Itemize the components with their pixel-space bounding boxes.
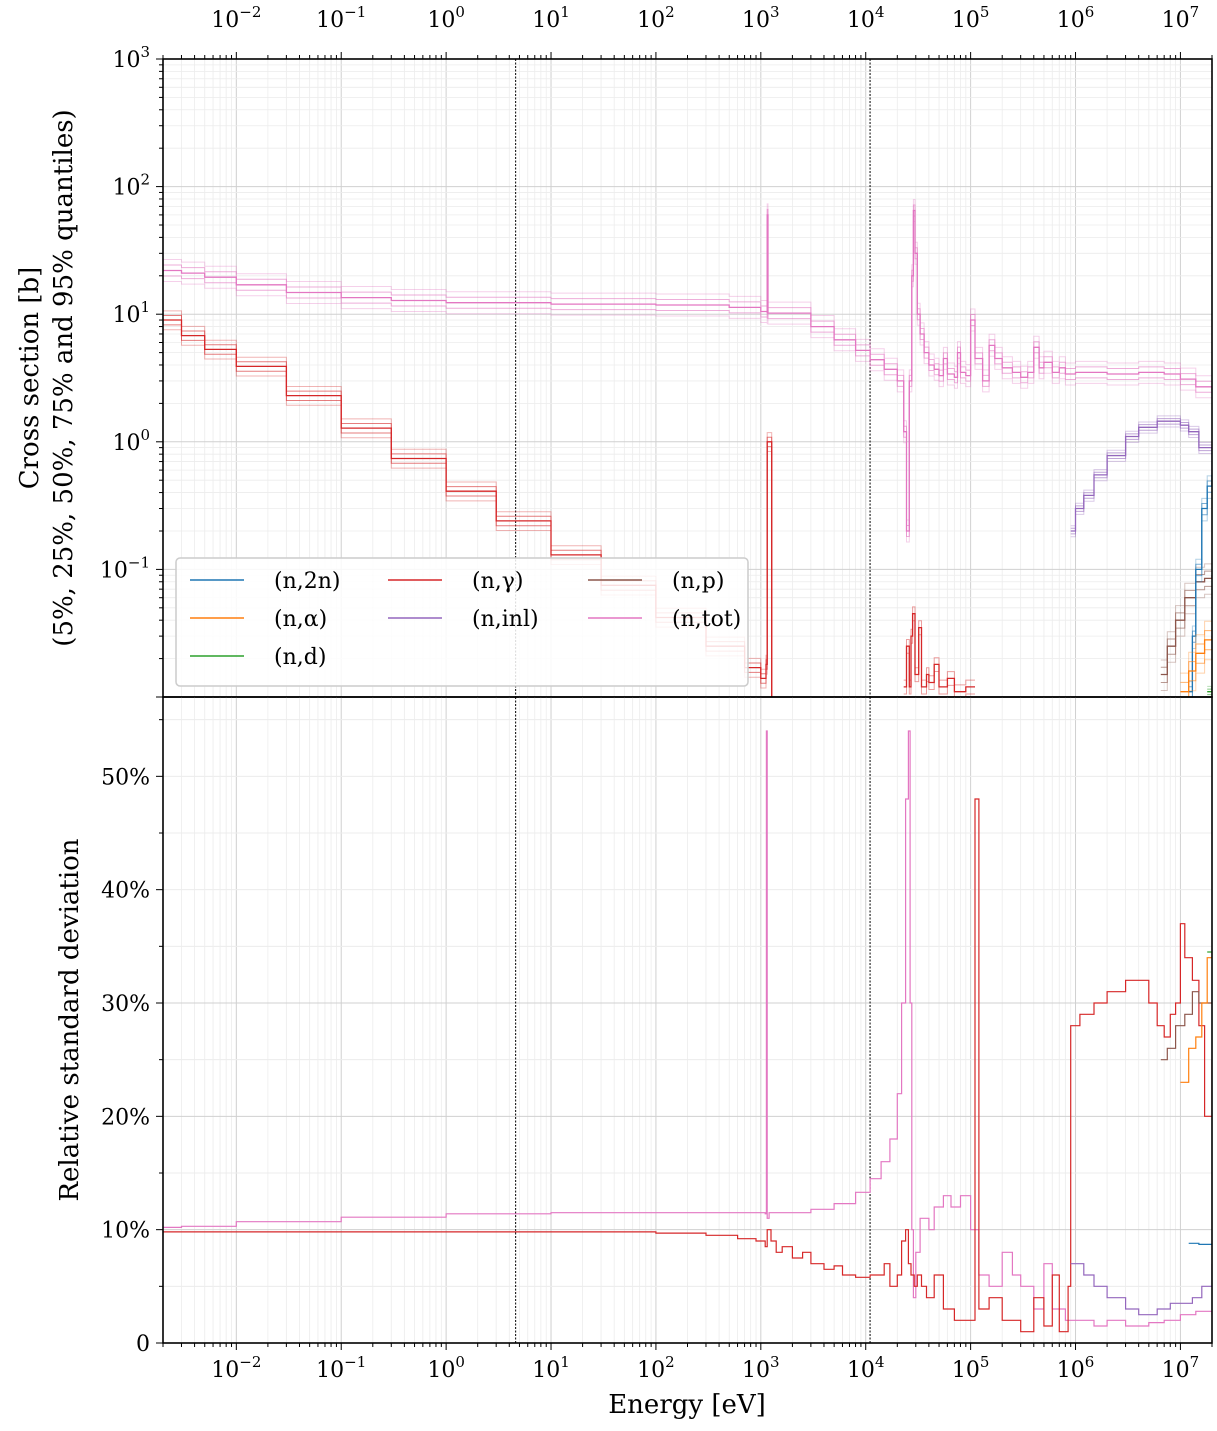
bottom-y-tick-label: 20%: [101, 1105, 150, 1130]
series-top--n--q3: [1180, 626, 1212, 683]
series-top--n--q2: [163, 319, 773, 697]
bottom-y-ticks: 0 10% 20% 30% 40% 50%: [101, 719, 163, 1357]
series-top--n-tot--q1: [163, 215, 1212, 537]
bottom-reference-lines: [515, 697, 871, 1343]
series-top--n-inl--q3: [1070, 418, 1212, 529]
x-axis-title: Energy [eV]: [608, 1390, 766, 1420]
bottom-x-tick-label: 10−1: [316, 1353, 366, 1383]
top-y-tick-label: 100: [112, 426, 150, 456]
bottom-y-tick-label: 40%: [101, 879, 150, 904]
bottom-series-clip: [163, 730, 1212, 1333]
bottom-panel: 0 10% 20% 30% 40% 50% 10−2 10−1 100 101 102 103 104…: [55, 696, 1213, 1420]
bottom-x-tick-label: 105: [952, 1353, 990, 1383]
series-top--n-p--q3: [1160, 568, 1212, 668]
legend-box: [175, 557, 749, 687]
series-top--n--q4: [1180, 617, 1212, 674]
series-top--n--q4: [163, 310, 773, 697]
bottom-x-tick-label: 10−2: [211, 1353, 261, 1383]
top-y-tick-label: 10−1: [100, 553, 150, 583]
series-top--n-inl--q4: [1070, 415, 1212, 527]
series-top--n-2n--q3: [1188, 469, 1212, 688]
series-top--n-p--q4: [1160, 560, 1212, 661]
legend-label: (n,inl): [472, 607, 539, 632]
top-panel: 10−1 100 101 102 103 10−2 10−1 100 101 102 103 104…: [15, 3, 1213, 698]
legend: (n,2n) (n,α) (n,d) (n,γ) (n,inl) (n,p) (n,tot): [175, 557, 749, 687]
top-y-ticks: 10−1 100 101 102 103: [100, 43, 163, 698]
bottom-x-tick-label: 106: [1057, 1353, 1095, 1383]
top-x-tick-label: 102: [637, 3, 675, 33]
top-x-tick-label: 10−2: [211, 3, 261, 33]
series-top--n-d--q3: [1207, 684, 1212, 690]
top-y-tick-label: 103: [112, 43, 150, 73]
bottom-x-tick-label: 102: [637, 1353, 675, 1383]
top-y-tick-label: 102: [112, 171, 150, 201]
legend-label: (n,d): [274, 645, 326, 670]
series-bottom--n-2n-: [1188, 1242, 1212, 1245]
top-x-ticks: 10−2 10−1 100 101 102 103 104 105 106 107: [162, 3, 1213, 59]
top-x-tick-label: 103: [742, 3, 780, 33]
legend-label: (n,tot): [672, 607, 741, 632]
legend-label: (n,2n): [274, 569, 341, 594]
series-top--n--q3: [163, 315, 773, 697]
series-bottom--n-p-: [1160, 991, 1212, 1061]
series-top--n-upper-region-seg: [903, 613, 975, 693]
series-bottom--n-inl-: [1070, 1263, 1212, 1316]
bottom-y-tick-label: 10%: [101, 1219, 150, 1244]
top-x-tick-label: 107: [1162, 3, 1200, 33]
bottom-x-tick-label: 103: [742, 1353, 780, 1383]
top-y-tick-label: 101: [112, 298, 150, 328]
bottom-x-ticks: 10−2 10−1 100 101 102 103 104 105 106 107: [162, 1343, 1213, 1383]
legend-label: (n,γ): [472, 569, 523, 594]
series-bottom--n-: [163, 798, 1212, 1333]
legend-label: (n,p): [672, 569, 724, 594]
bottom-series: [163, 730, 1212, 1333]
top-x-tick-label: 104: [847, 3, 885, 33]
top-x-tick-label: 10−1: [316, 3, 366, 33]
series-bottom--n-: [1180, 952, 1212, 1083]
series-top--n-d--q1: [1207, 689, 1212, 696]
series-top--n-d--q2: [1207, 686, 1212, 693]
top-y-axis-title: Cross section [b] (5%, 25%, 50%, 75% and …: [15, 109, 79, 646]
bottom-y-tick-label: 30%: [101, 992, 150, 1017]
bottom-y-axis-title: Relative standard deviation: [55, 838, 85, 1201]
bottom-x-tick-label: 100: [427, 1353, 465, 1383]
bottom-y-tick-label: 50%: [101, 765, 150, 790]
series-top--n-tot--q3: [163, 204, 1212, 526]
top-reference-lines: [515, 59, 871, 697]
bottom-x-tick-label: 107: [1162, 1353, 1200, 1383]
series-top--n-upper-region-seg: [903, 606, 975, 686]
series-top--n-upper-region-seg: [903, 620, 975, 697]
bottom-y-tick-label: 0: [136, 1332, 150, 1357]
series-top--n-tot--q2: [163, 209, 1212, 532]
bottom-x-tick-label: 104: [847, 1353, 885, 1383]
top-x-tick-label: 100: [427, 3, 465, 33]
top-series-clip: [163, 199, 1212, 697]
bottom-x-tick-label: 101: [532, 1353, 570, 1383]
top-x-tick-label: 106: [1057, 3, 1095, 33]
bottom-grid: [162, 697, 1213, 1344]
series-top--n-d--q4: [1207, 681, 1212, 687]
top-y-axis-title-line: Cross section [b]: [15, 267, 45, 490]
series-bottom--n-tot-: [163, 730, 1212, 1327]
legend-items: (n,2n) (n,α) (n,d) (n,γ) (n,inl) (n,p) (n,tot): [190, 569, 741, 670]
top-y-axis-title-line: (5%, 25%, 50%, 75% and 95% quantiles): [49, 109, 79, 646]
top-x-tick-label: 105: [952, 3, 990, 33]
series-top--n-tot--q0: [163, 221, 1212, 543]
series-top--n-tot--q4: [163, 199, 1212, 521]
legend-label: (n,α): [274, 607, 327, 632]
top-x-tick-label: 101: [532, 3, 570, 33]
top-series: [163, 199, 1212, 697]
series-top--n-2n--q4: [1188, 464, 1212, 683]
